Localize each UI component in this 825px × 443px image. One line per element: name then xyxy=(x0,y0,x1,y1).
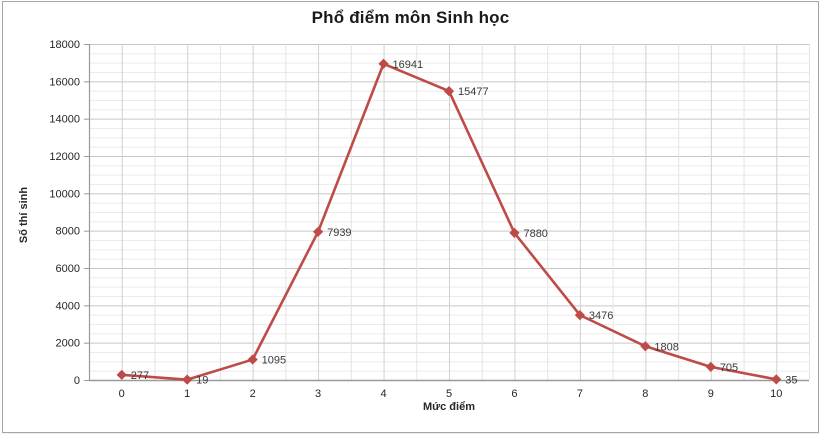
y-tick-label: 16000 xyxy=(49,76,80,88)
gridlines xyxy=(89,44,810,380)
x-tick-label: 4 xyxy=(380,388,386,400)
x-tick-label: 10 xyxy=(770,388,782,400)
data-point-marker xyxy=(182,374,193,385)
data-point-marker xyxy=(378,58,389,69)
x-axis-title: Mức điểm xyxy=(423,401,475,413)
data-label: 705 xyxy=(720,362,738,374)
data-point-marker xyxy=(509,227,520,239)
data-point-marker xyxy=(705,361,716,372)
data-point-marker xyxy=(116,369,127,380)
y-tick-label: 10000 xyxy=(49,188,80,200)
data-label: 1808 xyxy=(654,341,678,353)
y-tick-label: 12000 xyxy=(49,151,80,163)
x-tick-label: 9 xyxy=(708,388,714,400)
x-tick-label: 2 xyxy=(250,388,256,400)
x-tick-label: 0 xyxy=(119,388,125,400)
y-tick-label: 8000 xyxy=(56,226,80,238)
data-label: 277 xyxy=(131,370,149,382)
data-label: 7880 xyxy=(523,228,547,240)
data-point-marker xyxy=(247,354,258,365)
y-tick-label: 0 xyxy=(74,375,80,387)
data-label: 19 xyxy=(196,375,208,387)
x-tick-label: 7 xyxy=(577,388,583,400)
x-tick-label: 1 xyxy=(184,388,190,400)
y-tick-label: 2000 xyxy=(56,338,80,350)
series xyxy=(116,58,782,385)
data-label: 3476 xyxy=(589,310,613,322)
data-label: 35 xyxy=(785,374,797,386)
data-label: 15477 xyxy=(458,86,489,98)
data-labels: 277 19 1095 7939 16941 15477 7880 3476 1808 705 35 xyxy=(131,59,798,387)
data-point-marker xyxy=(771,374,782,385)
axes xyxy=(84,44,809,382)
x-tick-label: 8 xyxy=(642,388,648,400)
chart-title: Phổ điểm môn Sinh học xyxy=(311,8,510,27)
y-tick-label: 4000 xyxy=(56,300,80,312)
chart-frame: Phổ điểm môn Sinh học 0 2000 4000 6000 8000 1… xyxy=(2,1,819,433)
data-point-marker xyxy=(443,85,455,97)
y-tick-label: 14000 xyxy=(49,114,80,126)
y-tick-label: 18000 xyxy=(49,39,80,51)
x-tick-label: 5 xyxy=(446,388,452,400)
x-tick-label: 6 xyxy=(511,388,517,400)
data-point-marker xyxy=(574,310,586,321)
data-label: 7939 xyxy=(327,227,351,239)
y-tick-label: 6000 xyxy=(56,263,80,275)
data-label: 1095 xyxy=(262,355,286,367)
y-axis-title: Số thí sinh xyxy=(18,186,30,244)
data-point-marker xyxy=(312,226,324,237)
x-tick-label: 3 xyxy=(315,388,321,400)
data-point-marker xyxy=(640,341,651,352)
plot-area: 0200040006000800010000120001400016000180… xyxy=(49,39,810,400)
data-label: 16941 xyxy=(393,59,424,71)
tick-labels: 0200040006000800010000120001400016000180… xyxy=(49,39,782,400)
